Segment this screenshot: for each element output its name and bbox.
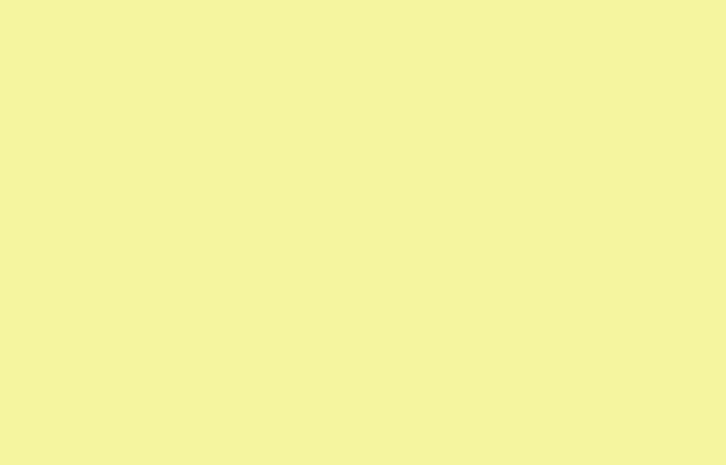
Polygon shape <box>356 237 502 278</box>
Wedge shape <box>356 90 475 237</box>
Wedge shape <box>356 237 502 371</box>
Polygon shape <box>419 256 502 393</box>
Polygon shape <box>356 237 419 393</box>
Polygon shape <box>222 237 356 322</box>
Polygon shape <box>362 236 507 276</box>
Wedge shape <box>222 237 419 385</box>
Polygon shape <box>222 300 419 407</box>
Wedge shape <box>362 149 509 254</box>
Text: 近いうち協力するつもり
16%: 近いうち協力するつもり 16% <box>391 277 468 305</box>
Polygon shape <box>507 225 509 276</box>
Polygon shape <box>208 226 222 322</box>
Text: 不明
1%: 不明 1% <box>343 123 362 151</box>
Wedge shape <box>208 90 356 300</box>
Text: 積極的に協力した
15%: 積極的に協力した 15% <box>370 142 425 170</box>
Wedge shape <box>346 81 356 228</box>
Text: 依頼があれば協力す
るつもり
25%: 依頼があれば協力す るつもり 25% <box>293 302 356 345</box>
Polygon shape <box>222 237 356 322</box>
Text: 依頼された協力した
12%: 依頼された協力した 12% <box>419 199 481 227</box>
Polygon shape <box>356 237 419 393</box>
Text: 協力する予定はない
31%: 協力する予定はない 31% <box>245 177 309 205</box>
